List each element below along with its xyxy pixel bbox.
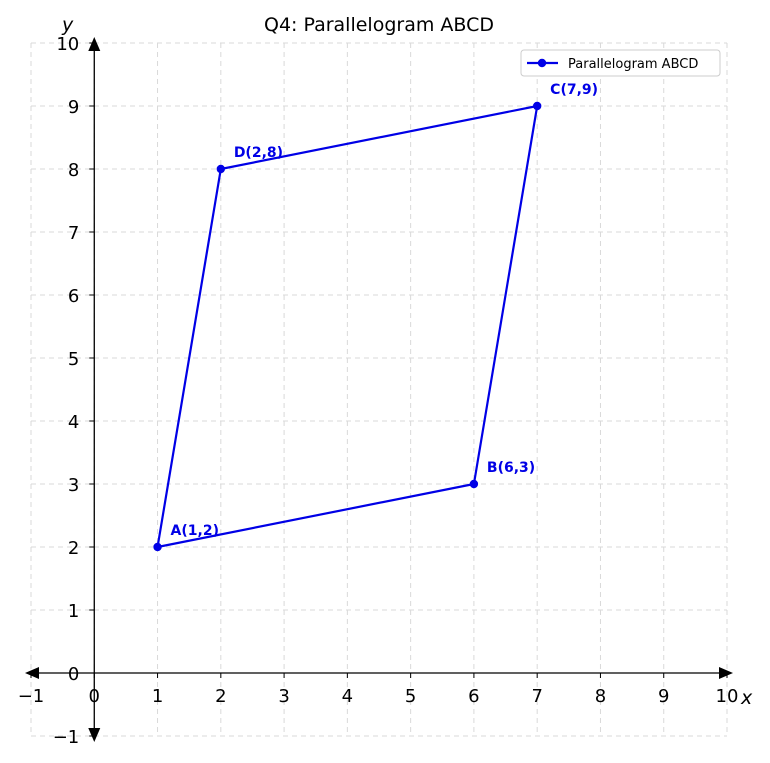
x-tick-label: 7 — [531, 686, 542, 707]
x-tick-label: 2 — [215, 686, 226, 707]
axes — [25, 37, 733, 742]
tick-labels: −1 0 1 2 3 4 5 6 7 8 9 10 −1 0 1 2 3 4 5 6 7 8 9 10 — [18, 34, 739, 748]
x-axis-arrow-left — [25, 667, 39, 679]
point-label: A(1,2) — [171, 523, 219, 539]
data-point — [532, 101, 542, 111]
point-label: D(2,8) — [234, 145, 283, 161]
legend-entry: Parallelogram ABCD — [568, 57, 698, 72]
y-tick-label: 3 — [68, 475, 79, 496]
x-tick-label: 0 — [89, 686, 100, 707]
grid — [30, 42, 728, 737]
chart-title: Q4: Parallelogram ABCD — [264, 14, 494, 36]
point-label: B(6,3) — [487, 460, 535, 476]
x-axis-label: x — [740, 687, 753, 709]
x-tick-label: 10 — [716, 686, 739, 707]
y-tick-label: 8 — [68, 160, 79, 181]
x-tick-label: 8 — [595, 686, 606, 707]
x-tick-label: 6 — [468, 686, 479, 707]
legend-box — [520, 49, 721, 77]
y-tick-label: 9 — [68, 97, 79, 118]
legend: Parallelogram ABCD — [520, 49, 721, 77]
x-tick-label: 4 — [342, 686, 353, 707]
x-tick-label: −1 — [18, 686, 45, 707]
y-axis-arrow-up — [88, 37, 101, 51]
y-tick-label: 7 — [68, 223, 79, 244]
x-tick-label: 3 — [278, 686, 289, 707]
data-point — [216, 164, 226, 174]
x-tick-label: 1 — [152, 686, 163, 707]
y-tick-label: 2 — [68, 538, 79, 559]
x-tick-label: 5 — [405, 686, 416, 707]
legend-marker — [537, 58, 547, 68]
y-axis-label: y — [61, 14, 74, 36]
y-axis-arrow-down — [88, 728, 101, 742]
y-tick-label: 4 — [68, 412, 79, 433]
y-tick-label: 10 — [56, 34, 79, 55]
x-tick-label: 9 — [658, 686, 669, 707]
y-tick-label: 6 — [68, 286, 79, 307]
y-tick-label: 1 — [68, 601, 79, 622]
y-tick-label: 0 — [68, 664, 79, 685]
data-point — [153, 542, 162, 552]
y-tick-label: −1 — [53, 727, 80, 748]
series-layer — [153, 101, 542, 552]
point-label: C(7,9) — [550, 82, 598, 98]
point-labels: A(1,2) B(6,3) C(7,9) D(2,8) — [171, 82, 599, 539]
x-axis-arrow-right — [719, 667, 733, 679]
y-tick-label: 5 — [68, 349, 79, 370]
data-point — [469, 479, 479, 489]
